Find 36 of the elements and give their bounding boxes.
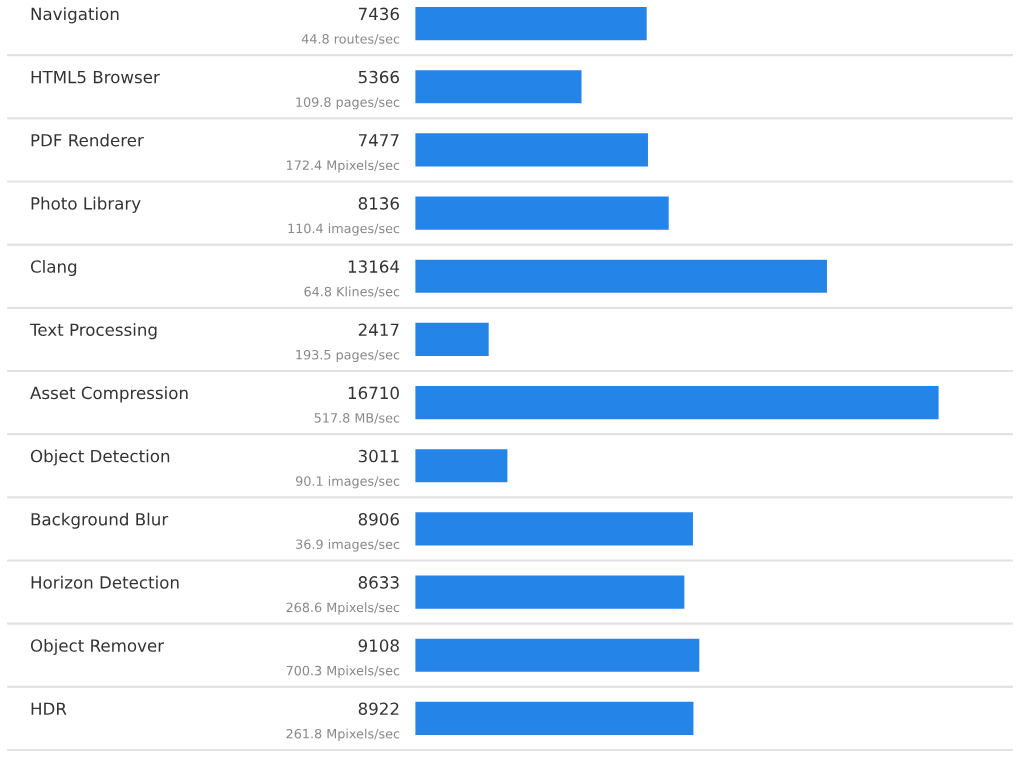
data-label: 2417 (358, 323, 399, 336)
bar (414, 383, 940, 422)
bar (414, 320, 492, 359)
bar (414, 635, 703, 675)
data-label: 5366 (358, 70, 399, 84)
y-tick-label: Navigation (31, 7, 119, 24)
y-tick-label: PDF Renderer (31, 133, 144, 147)
bar (414, 699, 697, 738)
bar (414, 572, 688, 612)
bar (414, 446, 511, 486)
data-label: 3011 (358, 449, 399, 463)
bar (414, 256, 830, 296)
y-tick-label: Photo Library (31, 196, 141, 213)
data-label: 8922 (358, 702, 399, 716)
y-tick-label: HTML5 Browser (31, 70, 160, 84)
data-label: 16710 (348, 386, 399, 400)
bar (414, 193, 672, 233)
data-label: 7477 (358, 134, 399, 147)
bar (414, 509, 696, 549)
data-label: 9108 (358, 639, 399, 652)
y-tick-label: Object Remover (30, 638, 165, 656)
data-label: 8906 (358, 512, 399, 526)
bar (414, 67, 585, 107)
data-label: 8633 (358, 576, 399, 589)
data-label: 8136 (358, 197, 399, 210)
y-tick-label: Asset Compression (30, 386, 188, 403)
y-tick-label: Clang (30, 259, 77, 277)
y-tick-label: Background Blur (31, 512, 169, 529)
y-tick-label: HDR (31, 702, 67, 715)
y-tick-label: Text Processing (29, 323, 157, 340)
data-label: 7436 (358, 7, 399, 21)
y-tick-label: Horizon Detection (31, 575, 179, 589)
bar (414, 4, 650, 43)
y-tick-label: Object Detection (30, 449, 170, 466)
data-label: 13164 (348, 260, 400, 273)
bar (414, 130, 651, 170)
